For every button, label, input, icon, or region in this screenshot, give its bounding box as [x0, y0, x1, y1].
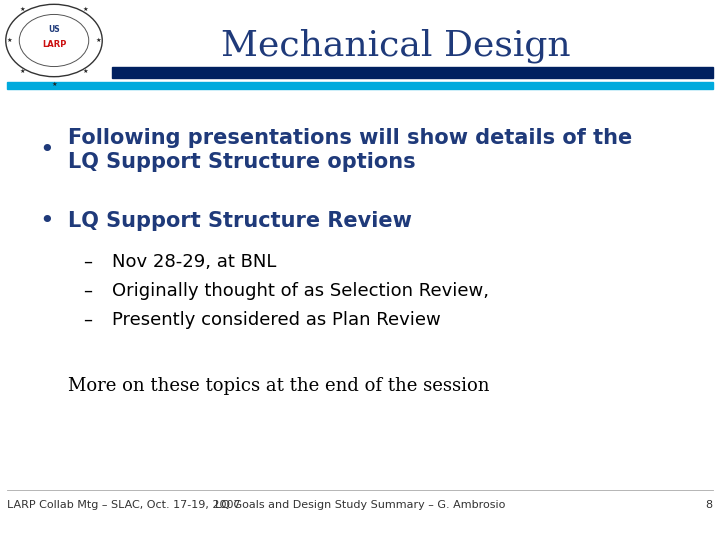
Text: Nov 28-29, at BNL: Nov 28-29, at BNL	[112, 253, 276, 271]
Text: 8: 8	[706, 500, 713, 510]
Text: US: US	[48, 25, 60, 34]
Text: ★: ★	[83, 69, 88, 75]
Text: –: –	[83, 253, 92, 271]
Text: Originally thought of as Selection Review,: Originally thought of as Selection Revie…	[112, 281, 489, 300]
Bar	[7, 82, 713, 89]
Text: Mechanical Design: Mechanical Design	[221, 29, 571, 63]
Text: •: •	[40, 210, 54, 233]
Text: Presently considered as Plan Review: Presently considered as Plan Review	[112, 310, 441, 329]
Text: LARP: LARP	[42, 39, 66, 49]
Text: More on these topics at the end of the session: More on these topics at the end of the s…	[68, 377, 490, 395]
Text: Following presentations will show details of the: Following presentations will show detail…	[68, 127, 633, 148]
Text: –: –	[83, 310, 92, 329]
Bar	[112, 67, 713, 78]
Text: LQ Support Structure Review: LQ Support Structure Review	[68, 211, 413, 232]
Text: ★: ★	[6, 38, 12, 43]
Text: LQ Support Structure options: LQ Support Structure options	[68, 152, 416, 172]
Text: LQ Goals and Design Study Summary – G. Ambrosio: LQ Goals and Design Study Summary – G. A…	[215, 500, 505, 510]
Text: –: –	[83, 281, 92, 300]
Text: ★: ★	[20, 6, 25, 12]
Text: ★: ★	[20, 69, 25, 75]
Text: •: •	[40, 138, 54, 162]
Text: ★: ★	[83, 6, 88, 12]
Text: ★: ★	[96, 38, 102, 43]
Text: ★: ★	[51, 83, 57, 87]
Text: LARP Collab Mtg – SLAC, Oct. 17-19, 2007: LARP Collab Mtg – SLAC, Oct. 17-19, 2007	[7, 500, 240, 510]
